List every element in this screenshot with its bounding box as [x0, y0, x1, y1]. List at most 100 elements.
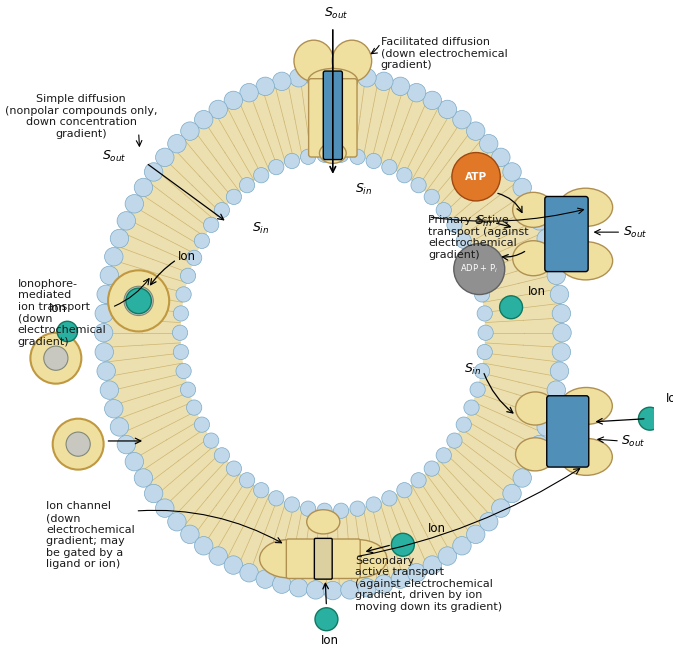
Circle shape: [104, 248, 123, 266]
Circle shape: [254, 168, 269, 183]
Ellipse shape: [260, 540, 317, 578]
Circle shape: [424, 461, 439, 476]
Circle shape: [300, 149, 316, 164]
Circle shape: [411, 177, 426, 193]
Circle shape: [186, 400, 202, 415]
Circle shape: [117, 212, 135, 230]
Circle shape: [194, 537, 213, 555]
Text: Ion: Ion: [428, 522, 446, 535]
Ellipse shape: [320, 143, 346, 164]
Circle shape: [503, 484, 522, 503]
Text: $S_{out}$: $S_{out}$: [621, 434, 646, 449]
FancyBboxPatch shape: [309, 79, 357, 157]
Circle shape: [456, 417, 471, 432]
Circle shape: [203, 433, 219, 449]
Circle shape: [547, 381, 565, 399]
Circle shape: [256, 77, 275, 96]
Circle shape: [97, 362, 115, 380]
Text: Facilitated diffusion
(down electrochemical
gradient): Facilitated diffusion (down electrochemi…: [380, 37, 507, 70]
Circle shape: [452, 153, 500, 201]
Circle shape: [392, 533, 415, 556]
Circle shape: [180, 268, 196, 284]
Text: Ion: Ion: [528, 285, 546, 298]
Circle shape: [411, 473, 426, 488]
Circle shape: [176, 287, 191, 302]
Circle shape: [491, 148, 510, 166]
Circle shape: [110, 230, 129, 248]
Circle shape: [226, 189, 242, 205]
Circle shape: [350, 501, 365, 516]
Circle shape: [284, 497, 299, 512]
Circle shape: [306, 581, 325, 599]
FancyBboxPatch shape: [546, 396, 589, 467]
FancyBboxPatch shape: [545, 196, 588, 272]
Circle shape: [317, 147, 332, 162]
Ellipse shape: [559, 242, 612, 280]
Circle shape: [456, 233, 471, 248]
Circle shape: [52, 419, 104, 469]
Text: $S_{in}$: $S_{in}$: [355, 182, 372, 197]
Circle shape: [453, 537, 471, 555]
Circle shape: [391, 570, 410, 588]
Circle shape: [108, 271, 169, 331]
Circle shape: [224, 91, 242, 110]
Circle shape: [134, 178, 153, 197]
Circle shape: [126, 288, 151, 314]
Circle shape: [397, 168, 412, 183]
Circle shape: [186, 250, 202, 265]
Circle shape: [30, 333, 81, 383]
Circle shape: [553, 323, 571, 342]
Text: $S_{in}$: $S_{in}$: [474, 214, 492, 229]
Circle shape: [341, 581, 359, 599]
Circle shape: [552, 304, 571, 323]
Circle shape: [397, 482, 412, 498]
Circle shape: [194, 417, 209, 432]
Ellipse shape: [330, 540, 387, 578]
Circle shape: [382, 160, 397, 175]
Circle shape: [226, 461, 242, 476]
Ellipse shape: [513, 192, 554, 228]
Circle shape: [522, 194, 540, 213]
FancyBboxPatch shape: [323, 71, 343, 160]
Circle shape: [454, 244, 505, 295]
Text: $S_{in}$: $S_{in}$: [252, 221, 270, 236]
Circle shape: [537, 418, 555, 436]
Circle shape: [438, 547, 457, 565]
Circle shape: [453, 110, 471, 129]
Circle shape: [464, 400, 479, 415]
Circle shape: [180, 525, 199, 544]
Circle shape: [203, 217, 219, 233]
Text: Ion: Ion: [666, 392, 673, 405]
Circle shape: [491, 499, 510, 517]
Circle shape: [478, 325, 493, 340]
Circle shape: [110, 418, 129, 436]
Circle shape: [537, 230, 555, 248]
Circle shape: [513, 178, 532, 197]
Circle shape: [194, 110, 213, 129]
Circle shape: [470, 382, 485, 397]
Circle shape: [145, 163, 163, 181]
Ellipse shape: [516, 392, 555, 425]
Circle shape: [477, 306, 493, 321]
Circle shape: [44, 346, 68, 370]
Circle shape: [503, 163, 522, 181]
Circle shape: [551, 362, 569, 380]
Circle shape: [240, 177, 254, 193]
Circle shape: [436, 203, 452, 218]
Circle shape: [479, 134, 498, 153]
Circle shape: [447, 217, 462, 233]
Circle shape: [436, 448, 452, 463]
Text: Primary active
transport (against
electrochemical
gradient): Primary active transport (against electr…: [428, 215, 529, 259]
Circle shape: [375, 575, 393, 593]
Circle shape: [194, 233, 209, 248]
Circle shape: [134, 469, 153, 487]
Circle shape: [499, 296, 522, 319]
Circle shape: [95, 343, 114, 361]
Circle shape: [240, 473, 254, 488]
Circle shape: [552, 343, 571, 361]
Circle shape: [424, 189, 439, 205]
Circle shape: [66, 432, 90, 456]
Circle shape: [513, 469, 532, 487]
Circle shape: [447, 433, 462, 449]
Circle shape: [423, 556, 441, 574]
